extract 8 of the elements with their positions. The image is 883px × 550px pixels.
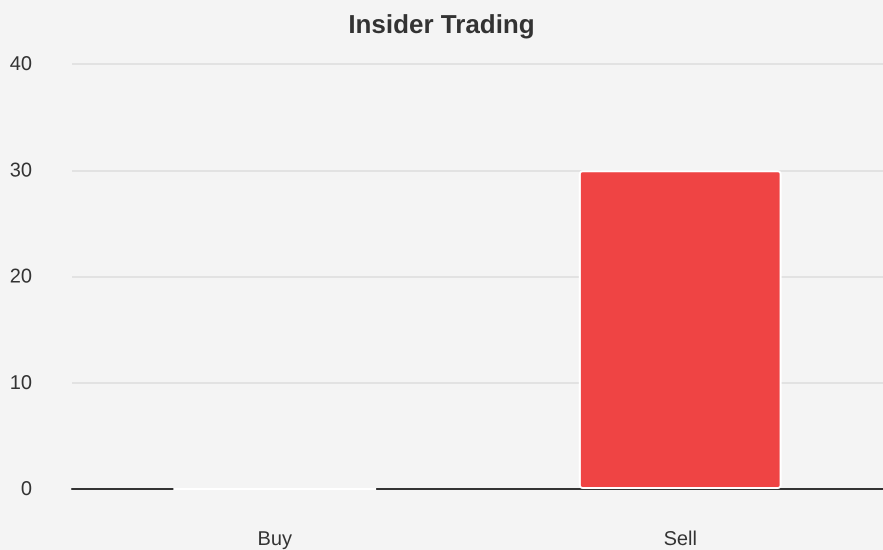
x-tick-label: Buy: [258, 528, 292, 550]
x-tick-label: Sell: [664, 528, 697, 550]
chart-title: Insider Trading: [348, 9, 535, 39]
y-tick-label: 10: [10, 372, 32, 394]
y-tick-label: 20: [10, 266, 32, 288]
y-tick-label: 40: [10, 53, 32, 75]
y-tick-label: 30: [10, 159, 32, 182]
y-tick-label: 0: [20, 478, 32, 500]
